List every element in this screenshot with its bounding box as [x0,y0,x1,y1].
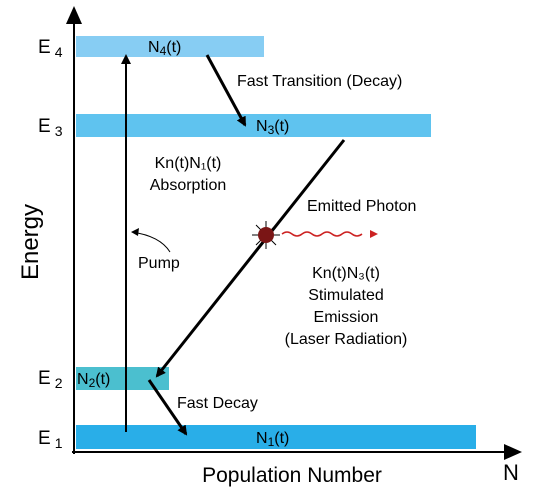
stimulated-formula: Kn(t)N₃(t) [312,265,380,282]
population-n1-label: N1(t) [256,430,289,449]
absorption-label: Absorption [150,177,227,194]
pump-pointer-head [131,228,139,236]
laser-radiation-label: (Laser Radiation) [285,331,408,348]
fast-transition-arrow [205,54,247,127]
pump-label: Pump [138,255,180,272]
x-axis-arrowhead [504,444,522,460]
absorption-formula: Kn(t)N₁(t) [155,155,222,172]
emitted-photon-label: Emitted Photon [307,198,416,215]
level-e1-band [76,425,476,449]
population-n4-label: N4(t) [148,39,181,58]
stimulated-emission-arrow [155,139,346,378]
emission-label: Emission [314,309,379,326]
fast-decay-label: Fast Decay [177,395,258,412]
photon-dot [258,227,274,243]
level-e3-band [76,114,431,137]
stimulated-label: Stimulated [308,287,384,304]
y-axis-label: Energy [17,204,44,280]
x-axis-end-label: N [503,460,519,485]
level-e4-band [76,36,264,57]
population-n3-label: N3(t) [256,118,289,137]
fast-decay-arrow [147,379,188,436]
population-n2-label: N2(t) [77,371,110,390]
y-axis-arrowhead [66,6,82,24]
fast-transition-label: Fast Transition (Decay) [237,73,402,90]
emitted-photon-wave-head [370,230,378,238]
emitted-photon-wave [281,231,363,237]
level-e2-band [76,367,169,390]
x-axis-label: Population Number [202,464,382,487]
